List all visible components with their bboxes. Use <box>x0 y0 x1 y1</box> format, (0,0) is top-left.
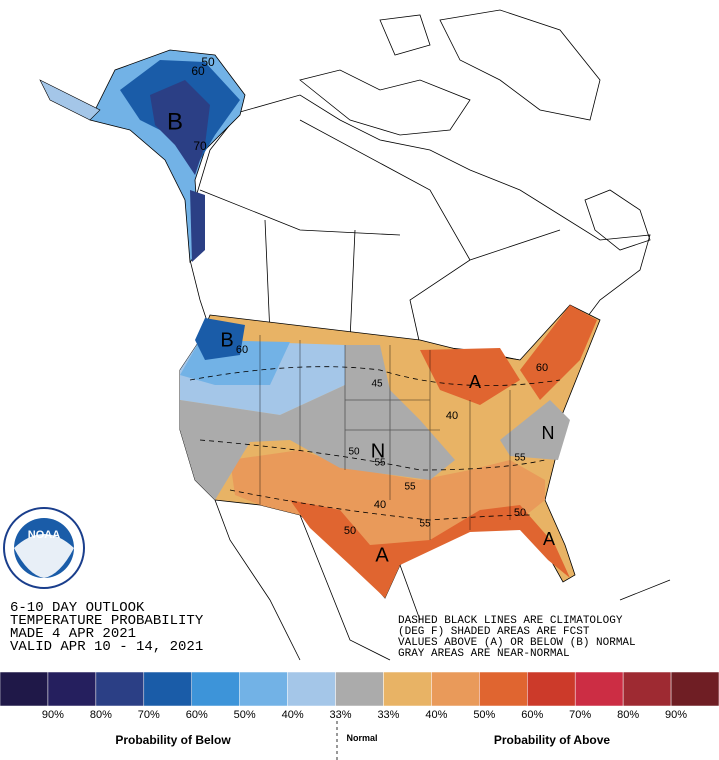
logo-bird <box>14 534 74 578</box>
map-label: A <box>469 372 481 392</box>
legend-swatch <box>383 671 432 707</box>
conus <box>179 304 671 661</box>
map-label: N <box>371 440 385 462</box>
normal-title: Normal <box>346 733 377 743</box>
map-label: 50 <box>514 507 526 519</box>
aleutians <box>39 79 101 121</box>
header-line: TEMPERATURE PROBABILITY <box>10 613 204 629</box>
legend-label: 40% <box>282 709 304 721</box>
legend-swatch <box>431 671 480 707</box>
map-label: 55 <box>404 482 416 493</box>
arctic-islands <box>299 9 601 136</box>
note-line: GRAY AREAS ARE NEAR-NORMAL <box>398 648 570 660</box>
legend-label: 60% <box>186 709 208 721</box>
state-borders <box>259 335 511 540</box>
note-line: DASHED BLACK LINES ARE CLIMATOLOGY <box>398 615 623 627</box>
map-label: 70 <box>193 139 207 153</box>
near-normal <box>180 345 570 500</box>
legend-swatch <box>335 671 384 707</box>
logo-text: NOAA <box>28 529 60 541</box>
province-borders <box>199 119 561 346</box>
legend-swatch <box>670 671 719 707</box>
map-label: 60 <box>236 344 248 356</box>
header-line: 6-10 DAY OUTLOOK <box>10 600 145 616</box>
legend-swatch <box>95 671 145 707</box>
legend-label: 33% <box>330 709 352 721</box>
legend-label: 90% <box>42 709 64 721</box>
map-label: 60 <box>191 64 205 78</box>
header-line: MADE 4 APR 2021 <box>10 626 136 642</box>
alaska-below-70 <box>150 80 210 175</box>
legend-label: 80% <box>617 709 639 721</box>
above-title: Probability of Above <box>494 733 611 747</box>
note-line: (DEG F) SHADED AREAS ARE FCST <box>398 626 590 638</box>
map-label: A <box>375 544 389 566</box>
map-label: 50 <box>201 55 215 69</box>
note-line: VALUES ABOVE (A) OR BELOW (B) NORMAL <box>398 637 636 649</box>
climatology-lines <box>189 366 561 521</box>
map-label: B <box>167 108 183 135</box>
legend-label: 90% <box>665 709 687 721</box>
mexico-outline <box>214 499 671 661</box>
legend-label: 40% <box>425 709 447 721</box>
legend-swatch <box>0 671 49 707</box>
map-label: B <box>220 329 233 351</box>
notes: DASHED BLACK LINES ARE CLIMATOLOGY(DEG F… <box>398 615 636 660</box>
map-label: 50 <box>348 447 360 458</box>
map-label: N <box>542 423 555 443</box>
us-above-60 <box>290 305 597 598</box>
legend-label: 70% <box>138 709 160 721</box>
map-label: 45 <box>371 379 383 390</box>
legend-swatch <box>527 671 576 707</box>
map-label: 40 <box>446 410 458 422</box>
legend-label: 80% <box>90 709 112 721</box>
alaska <box>39 49 246 264</box>
canada <box>189 94 651 361</box>
legend-label: 33% <box>377 709 399 721</box>
legend-swatch <box>47 671 97 707</box>
legend-swatch <box>622 671 672 707</box>
noaa-logo: NOAA <box>3 507 85 589</box>
legend-swatch <box>287 671 336 707</box>
legend-swatch <box>574 671 624 707</box>
legend-label: 60% <box>521 709 543 721</box>
map-label: 50 <box>344 525 356 537</box>
below-title: Probability of Below <box>115 733 231 747</box>
legend-swatch <box>479 671 528 707</box>
us-below-60 <box>195 318 245 360</box>
legend-label: 70% <box>569 709 591 721</box>
header-line: VALID APR 10 - 14, 2021 <box>10 639 203 655</box>
legend-swatch <box>191 671 240 707</box>
legend-swatch <box>143 671 192 707</box>
panhandle-below <box>190 190 205 262</box>
map-label: 55 <box>419 519 431 530</box>
map-label: 55 <box>514 453 526 464</box>
legend: 90% 80% 70% 60% 50% 40% 33% 33% 40% 50% 60% 70% 80% 9… <box>0 671 719 747</box>
legend-label: 50% <box>234 709 256 721</box>
map-label: 40 <box>374 499 386 511</box>
base-map <box>189 9 651 361</box>
map-label: 60 <box>536 362 548 374</box>
legend-swatch <box>239 671 288 707</box>
legend-label: 50% <box>473 709 495 721</box>
map-label: 55 <box>374 458 386 469</box>
us-above-50 <box>230 450 545 598</box>
labrador <box>584 189 651 251</box>
map-label: A <box>543 529 555 549</box>
